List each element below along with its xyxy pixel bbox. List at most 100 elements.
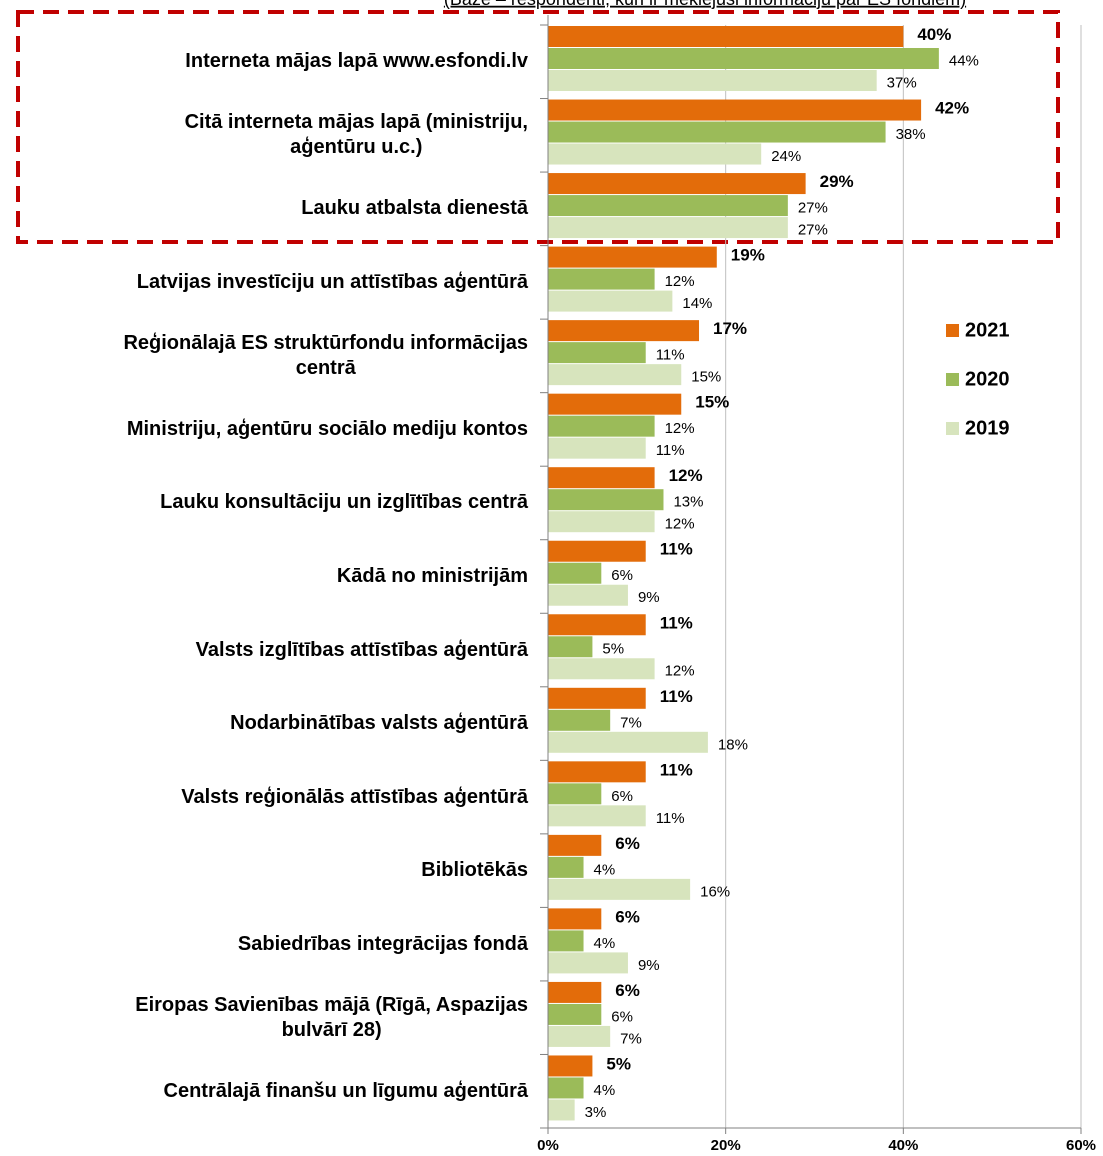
- bar: [548, 783, 602, 805]
- data-label: 6%: [615, 907, 640, 926]
- category-label-box: Kādā no ministrijām: [10, 540, 528, 614]
- category-label-box: Bibliotēkās: [10, 834, 528, 908]
- bar: [548, 437, 646, 459]
- bar: [548, 908, 602, 930]
- y-tick-label: Eiropas Savienības mājā (Rīgā, Aspazijas…: [135, 993, 528, 1041]
- data-label: 37%: [887, 74, 917, 91]
- data-label: 12%: [665, 516, 695, 533]
- data-label: 15%: [691, 369, 721, 386]
- subtitle: (Bāze – respondenti, kuri ir meklējuši i…: [444, 0, 966, 9]
- data-label: 13%: [673, 494, 703, 511]
- bar: [548, 415, 655, 437]
- data-label: 9%: [638, 957, 660, 974]
- data-label: 4%: [594, 1082, 616, 1099]
- y-tick-label: Reģionālajā ES struktūrfondu informācija…: [123, 331, 528, 379]
- bar: [548, 26, 904, 47]
- bar: [548, 687, 646, 709]
- data-label: 11%: [660, 760, 693, 779]
- y-tick-label: Valsts reģionālās attīstības aģentūrā: [181, 785, 528, 808]
- y-tick-label: Lauku konsultāciju un izglītības centrā: [160, 491, 528, 514]
- bar: [548, 834, 602, 856]
- data-label: 6%: [611, 1008, 633, 1025]
- data-label: 9%: [638, 589, 660, 606]
- data-label: 19%: [731, 246, 765, 265]
- y-tick-label: Sabiedrības integrācijas fondā: [237, 932, 528, 955]
- data-label: 5%: [602, 641, 624, 658]
- data-label: 11%: [656, 347, 685, 364]
- data-label: 12%: [665, 663, 695, 680]
- data-label: 18%: [718, 736, 748, 753]
- bar: [548, 99, 922, 121]
- data-label: 42%: [935, 99, 969, 118]
- bar: [548, 320, 700, 342]
- legend-swatch: [946, 324, 959, 337]
- category-label-box: Lauku konsultāciju un izglītības centrā: [10, 466, 528, 540]
- legend-swatch: [946, 373, 959, 386]
- x-tick-label: 20%: [711, 1137, 741, 1154]
- bar: [548, 878, 691, 900]
- data-label: 12%: [665, 273, 695, 290]
- data-label: 44%: [949, 52, 979, 69]
- bar: [548, 70, 877, 91]
- data-label: 12%: [669, 466, 703, 485]
- category-label-box: Valsts reģionālās attīstības aģentūrā: [10, 760, 528, 834]
- y-tick-label: Latvijas investīciju un attīstības aģent…: [136, 270, 528, 293]
- y-tick-label: Lauku atbalsta dienestā: [301, 197, 528, 220]
- bar: [548, 930, 584, 952]
- bar: [548, 489, 664, 511]
- data-label: 5%: [606, 1054, 631, 1073]
- bar: [548, 467, 655, 489]
- bar: [548, 1003, 602, 1025]
- y-tick-label: Kādā no ministrijām: [336, 564, 528, 587]
- bar: [548, 709, 611, 731]
- data-label: 38%: [896, 126, 926, 143]
- data-label: 15%: [695, 393, 729, 412]
- highlight-box: [16, 10, 1060, 244]
- legend-label: 2020: [965, 368, 1010, 390]
- data-label: 11%: [656, 810, 685, 827]
- bar: [548, 393, 682, 415]
- data-label: 6%: [611, 567, 633, 584]
- bar: [548, 1055, 593, 1077]
- bar: [548, 952, 628, 974]
- y-tick-label: Interneta mājas lapā www.esfondi.lv: [185, 50, 528, 73]
- data-label: 4%: [594, 935, 616, 952]
- data-label: 11%: [660, 687, 693, 706]
- y-tick-label: Ministriju, aģentūru sociālo mediju kont…: [126, 417, 528, 440]
- y-tick-label: Centrālajā finanšu un līgumu aģentūrā: [163, 1079, 529, 1102]
- x-tick-label: 40%: [888, 1137, 918, 1154]
- data-label: 11%: [660, 613, 693, 632]
- bar: [548, 731, 708, 753]
- category-label-box: Nodarbinātības valsts aģentūrā: [10, 687, 528, 761]
- category-label-box: Lauku atbalsta dienestā: [10, 172, 528, 246]
- x-tick-label: 60%: [1066, 1137, 1096, 1154]
- bar: [548, 981, 602, 1003]
- bar: [548, 511, 655, 533]
- y-tick-label: Citā interneta mājas lapā (ministriju, a…: [184, 111, 528, 159]
- bar: [548, 636, 593, 658]
- bar: [548, 562, 602, 584]
- category-label-box: Interneta mājas lapā www.esfondi.lv: [10, 25, 528, 99]
- data-label: 29%: [820, 172, 854, 191]
- bar: [548, 121, 886, 143]
- category-label-box: Sabiedrības integrācijas fondā: [10, 907, 528, 981]
- data-label: 6%: [611, 788, 633, 805]
- data-label: 14%: [682, 295, 712, 312]
- bar: [548, 540, 646, 562]
- data-label: 17%: [713, 319, 747, 338]
- category-label-box: Latvijas investīciju un attīstības aģent…: [10, 246, 528, 320]
- bar: [548, 761, 646, 783]
- data-label: 3%: [585, 1104, 607, 1121]
- bar: [548, 805, 646, 827]
- bar: [548, 268, 655, 290]
- x-tick-label: 0%: [537, 1137, 559, 1154]
- category-label-box: Valsts izglītības attīstības aģentūrā: [10, 613, 528, 687]
- bar: [548, 1077, 584, 1099]
- data-label: 6%: [615, 834, 640, 853]
- data-label: 11%: [660, 540, 693, 559]
- legend-label: 2019: [965, 417, 1010, 439]
- bar: [548, 364, 682, 386]
- bar: [548, 195, 788, 217]
- category-label-box: Citā interneta mājas lapā (ministriju, a…: [10, 99, 528, 173]
